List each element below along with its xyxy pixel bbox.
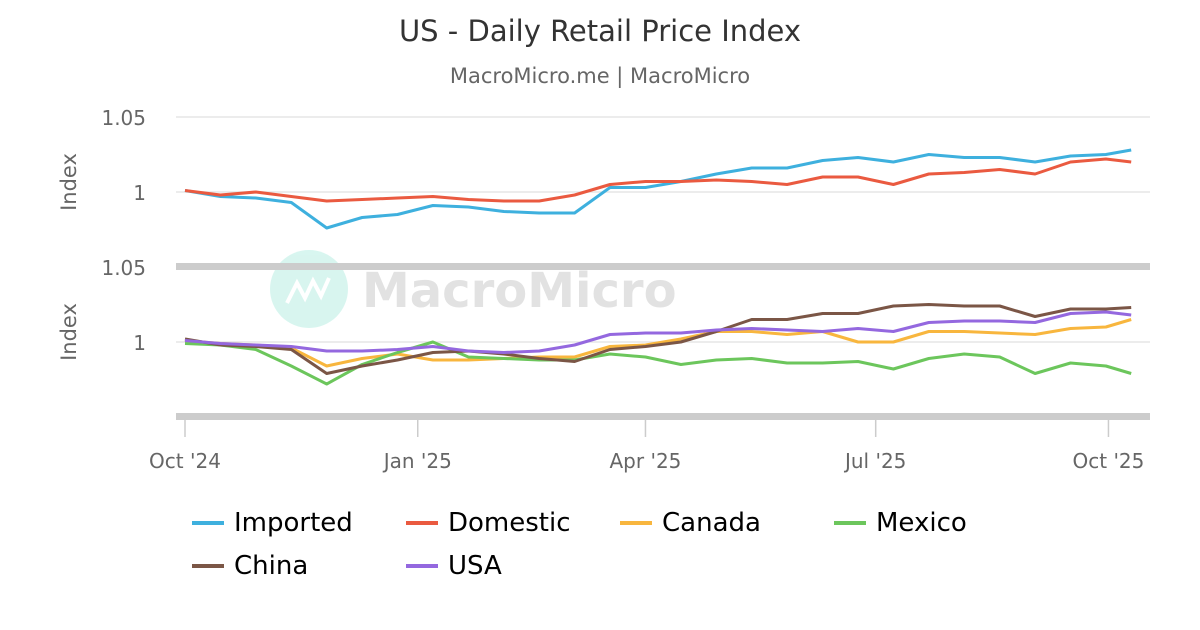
legend-item-imported[interactable]: Imported <box>192 508 353 538</box>
series-line-usa <box>184 310 1132 354</box>
y-axis-label: Index <box>57 303 81 361</box>
legend-swatch <box>620 521 652 525</box>
legend-item-canada[interactable]: Canada <box>620 508 761 538</box>
legend-swatch <box>192 521 224 525</box>
y-tick-label: 1 <box>133 181 146 205</box>
watermark <box>270 250 348 328</box>
legend-item-domestic[interactable]: Domestic <box>406 508 571 538</box>
legend-label: China <box>234 551 309 581</box>
y-tick-label: 1.05 <box>101 106 146 130</box>
series-line-mexico <box>184 340 1132 386</box>
legend-item-china[interactable]: China <box>192 551 308 581</box>
legend-label: USA <box>448 551 502 581</box>
y-axis-label: Index <box>57 153 81 211</box>
legend-swatch <box>406 521 438 525</box>
x-tick-label: Apr '25 <box>610 449 682 473</box>
legend-swatch <box>834 521 866 525</box>
panel-separator <box>176 413 1150 420</box>
legend-item-mexico[interactable]: Mexico <box>834 508 967 538</box>
legend-swatch <box>192 564 224 568</box>
x-tick-label: Jul '25 <box>843 449 906 473</box>
legend-swatch <box>406 564 438 568</box>
series-line-domestic <box>184 157 1132 203</box>
x-tick-label: Oct '25 <box>1073 449 1145 473</box>
watermark-logo-mark <box>285 276 331 304</box>
chart-title: US - Daily Retail Price Index <box>398 14 802 48</box>
legend-item-usa[interactable]: USA <box>406 551 502 581</box>
series-line-imported <box>184 148 1132 230</box>
series-line-canada <box>184 318 1132 368</box>
legend-label: Domestic <box>448 508 571 538</box>
legend-label: Mexico <box>876 508 967 538</box>
legend-label: Canada <box>662 508 761 538</box>
y-tick-label: 1.05 <box>101 256 146 280</box>
x-tick-label: Oct '24 <box>149 449 221 473</box>
y-tick-label: 1 <box>133 331 146 355</box>
panel-separator <box>176 263 1150 270</box>
chart-subtitle: MacroMicro.me | MacroMicro <box>449 64 751 88</box>
x-tick-label: Jan '25 <box>382 449 452 473</box>
legend-label: Imported <box>234 508 353 538</box>
series-line-china <box>184 303 1132 375</box>
watermark-text: MacroMicro <box>362 263 677 319</box>
